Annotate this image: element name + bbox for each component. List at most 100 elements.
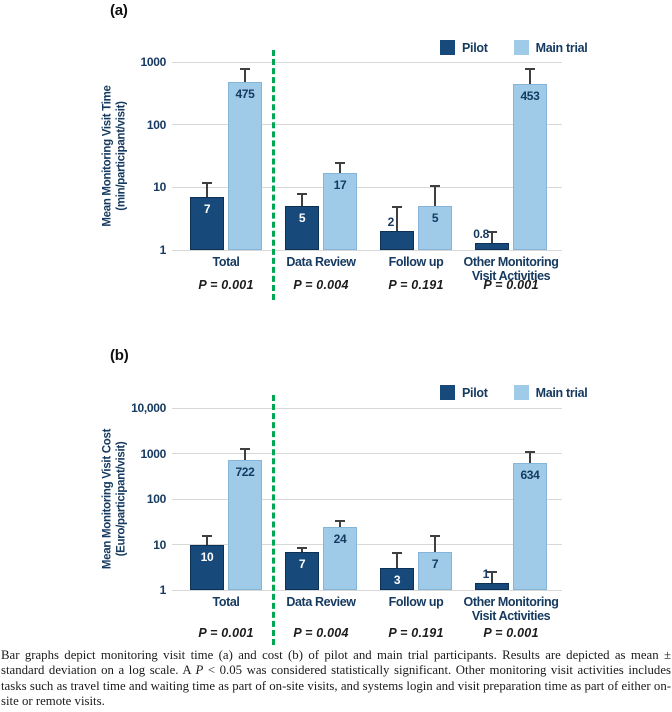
error-whisker-cap [525, 450, 535, 453]
y-tick-label: 1000 [140, 446, 167, 461]
error-whisker [206, 535, 208, 545]
y-tick-label: 100 [146, 117, 166, 132]
pilot-bar-a-2 [380, 231, 414, 250]
legend-item-main-trial: Main trial [513, 40, 588, 55]
plot-area: 10 722 7 24 3 7 1 634 [172, 407, 562, 591]
figure-caption: Bar graphs depict monitoring visit time … [1, 648, 671, 710]
panel-b: (b) Pilot Main trial Mean Monitoring Vis… [0, 345, 672, 685]
bar-value-label: 7 [203, 202, 211, 217]
error-whisker [339, 519, 341, 528]
error-whisker-cap [202, 535, 212, 538]
y-tick-label: 1000 [140, 55, 167, 69]
error-whisker [301, 193, 303, 207]
error-whisker [491, 231, 493, 243]
legend: Pilot Main trial [440, 40, 588, 55]
bar-value-label: 2 [387, 215, 395, 230]
error-whisker-cap [335, 519, 345, 522]
main-trial-bar-a-2 [418, 206, 452, 250]
pilot-bar-b-2 [380, 568, 414, 590]
category-label: Data Review [286, 255, 356, 269]
gridline [172, 186, 562, 188]
pilot-bar-a-0 [190, 197, 224, 250]
group-divider-dashed-line [272, 395, 275, 645]
error-whisker-cap [487, 571, 497, 574]
y-tick-label: 100 [146, 492, 166, 506]
y-axis-title-line1: Mean Monitoring Visit Cost [101, 428, 114, 570]
y-axis-title: Mean Monitoring Visit Time (min/particip… [102, 46, 129, 266]
legend-item-pilot: Pilot [440, 40, 488, 55]
bar-value-label: 1 [482, 567, 490, 581]
y-tick-label: 1 [159, 243, 167, 257]
legend-item-main-trial: Main trial [513, 385, 588, 400]
error-whisker [339, 162, 341, 173]
error-whisker [396, 206, 398, 232]
bar-value-label: 24 [333, 532, 347, 547]
pilot-bar-b-0 [190, 544, 224, 590]
bar-value-label: 722 [235, 464, 255, 479]
p-value-label: P = 0.004 [293, 626, 349, 640]
pilot-bar-a-3 [475, 243, 509, 250]
bar-value-label: 453 [520, 88, 540, 103]
error-whisker-cap [240, 68, 250, 71]
error-whisker-cap [392, 551, 402, 554]
bar-value-label: 5 [431, 211, 439, 226]
legend-main-trial-label: Main trial [535, 40, 588, 55]
pilot-bar-b-1 [285, 551, 319, 590]
category-label: Other Monitoring Visit Activities [463, 255, 559, 283]
category-label: Total [212, 595, 240, 609]
gridline [172, 453, 562, 454]
p-value-label: P = 0.001 [483, 278, 539, 292]
error-whisker-cap [240, 448, 250, 451]
error-whisker-cap [297, 546, 307, 549]
panel-a-label: (a) [110, 2, 128, 19]
panel-b-label: (b) [110, 347, 129, 364]
error-whisker [396, 551, 398, 569]
error-whisker-cap [430, 184, 440, 187]
main-trial-bar-a-3 [513, 83, 547, 250]
p-value-label: P = 0.001 [483, 626, 539, 640]
p-value-label: P = 0.001 [198, 626, 254, 640]
pilot-swatch-icon [440, 40, 455, 55]
error-whisker [434, 535, 436, 552]
error-whisker-cap [335, 162, 345, 165]
legend-main-trial-label: Main trial [535, 385, 588, 400]
plot-area: 7 475 5 17 2 5 0.8 453 [172, 61, 562, 251]
error-whisker [244, 448, 246, 460]
error-whisker [491, 571, 493, 583]
p-value-label: P = 0.004 [293, 278, 349, 292]
y-tick-label: 10 [153, 537, 166, 552]
group-divider-dashed-line [272, 50, 275, 300]
bar-value-label: 5 [298, 211, 306, 226]
caption-text: Bar graphs depict monitoring visit time … [1, 648, 671, 678]
y-axis-title-line2: (min/participant/visit) [115, 101, 127, 211]
error-whisker [301, 546, 303, 552]
gridline [172, 61, 562, 63]
error-whisker [206, 182, 208, 198]
gridline [172, 498, 562, 500]
y-tick-label: 1 [159, 583, 167, 597]
error-whisker [434, 184, 436, 207]
gridline [172, 407, 562, 409]
bar-value-label: 7 [431, 556, 439, 571]
gridline [172, 124, 562, 126]
error-whisker-cap [392, 206, 402, 209]
main-trial-bar-a-1 [323, 172, 357, 250]
bar-value-label: 634 [520, 467, 540, 482]
gridline [172, 544, 562, 545]
category-label: Data Review [286, 595, 356, 609]
main-trial-bar-b-2 [418, 551, 452, 590]
bar-value-label: 17 [333, 177, 347, 192]
category-label: Total [212, 255, 240, 269]
category-label: Follow up [388, 255, 444, 269]
bar-value-label: 0.8 [473, 227, 489, 241]
error-whisker-cap [487, 231, 497, 234]
p-value-label: P = 0.001 [198, 278, 254, 292]
panel-a: (a) Pilot Main trial Mean Monitoring Vis… [0, 0, 672, 340]
error-whisker-cap [525, 68, 535, 71]
caption-text: < 0.05 was considered statistically sign… [1, 663, 671, 709]
main-trial-bar-b-3 [513, 462, 547, 590]
bar-value-label: 7 [298, 556, 306, 571]
pilot-swatch-icon [440, 385, 455, 400]
gridline [172, 589, 562, 591]
